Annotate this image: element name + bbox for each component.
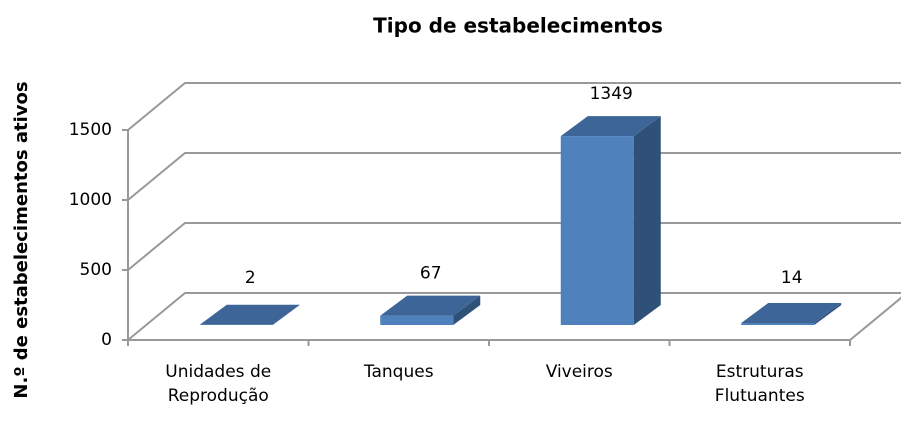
y-tick-label: 1500: [69, 120, 112, 140]
x-tick-label: Tanques: [363, 362, 434, 382]
bar-top: [199, 304, 300, 325]
grid-line: [127, 222, 901, 271]
value-label: 2: [245, 268, 256, 288]
x-tick-label: Viveiros: [545, 362, 613, 382]
bar: [380, 295, 481, 325]
bar: [741, 303, 842, 325]
bar-top: [741, 303, 842, 324]
grid-line: [127, 82, 901, 131]
bar-side: [453, 295, 481, 325]
bar-side: [272, 304, 300, 325]
y-tick-label: 500: [80, 260, 112, 280]
grid-line: [127, 152, 901, 201]
value-label: 67: [420, 264, 442, 284]
bar-top: [380, 295, 481, 316]
bar-front: [380, 315, 454, 325]
bar-side: [814, 303, 842, 325]
bar-front: [741, 323, 815, 325]
chart-title: Tipo de estabelecimentos: [373, 14, 663, 38]
y-tick-label: 1000: [69, 190, 112, 210]
y-axis-label: N.º de estabelecimentos ativos: [11, 81, 32, 398]
y-tick-label: 0: [101, 330, 112, 350]
x-tick-label: Unidades de Reprodução: [165, 362, 272, 406]
bar: [199, 304, 300, 325]
bar: [560, 116, 661, 325]
grid-line: [127, 292, 901, 341]
x-tick-label: Estruturas Flutuantes: [714, 362, 805, 406]
bar-side: [633, 116, 661, 325]
value-label: 1349: [590, 84, 633, 104]
bar-front: [560, 136, 634, 325]
value-label: 14: [781, 268, 803, 288]
bar-top: [560, 116, 661, 137]
